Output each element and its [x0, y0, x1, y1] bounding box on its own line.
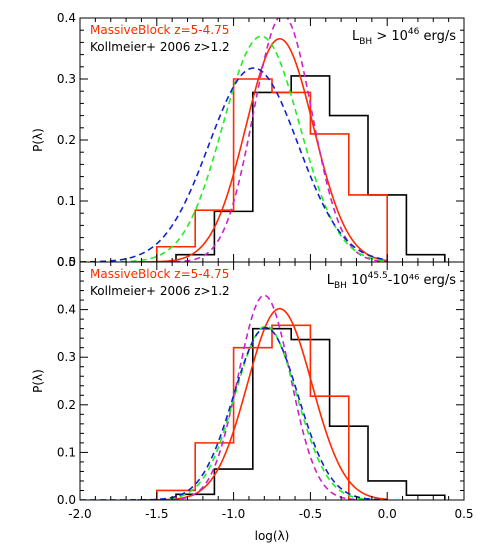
y-tick-label: 0.2 — [57, 398, 76, 412]
legend-entry: MassiveBlock z=5-4.75 — [90, 23, 229, 37]
y-axis-title: P(λ) — [31, 128, 45, 152]
y-tick-label: 0.3 — [57, 72, 76, 86]
x-tick-label: 0.0 — [378, 507, 397, 521]
x-tick-label: -2.0 — [68, 507, 91, 521]
y-tick-label: 0.2 — [57, 133, 76, 147]
x-tick-label: -1.0 — [222, 507, 245, 521]
panel-top: 0.00.10.20.30.4P(λ)MassiveBlock z=5-4.75… — [31, 11, 464, 269]
luminosity-annotation: LBH > 1046 erg/s — [352, 27, 456, 47]
y-tick-label: 0.3 — [57, 350, 76, 364]
y-tick-label: 0.1 — [57, 445, 76, 459]
histogram-massiveblock — [157, 79, 387, 262]
panel-bottom: -2.0 -1.5 -1.0 -0.5 0.0 0.5 0.0 0.1 0.2 0.3 0.4 0.5… — [31, 255, 474, 543]
legend-entry: Kollmeier+ 2006 z>1.2 — [90, 40, 230, 54]
y-tick-label: 0.5 — [57, 255, 76, 269]
x-tick-label: -1.5 — [145, 507, 168, 521]
x-tick-label: 0.5 — [454, 507, 473, 521]
y-tick-label: 0.0 — [57, 493, 76, 507]
y-tick-label: 0.4 — [57, 11, 76, 25]
luminosity-annotation: LBH 1045.5-10⁴⁶ erg/s — [327, 271, 456, 291]
y-tick-label: 0.4 — [57, 303, 76, 317]
legend-entry: MassiveBlock z=5-4.75 — [90, 267, 229, 281]
legend-entry: Kollmeier+ 2006 z>1.2 — [90, 284, 230, 298]
y-tick-label: 0.1 — [57, 194, 76, 208]
x-axis-title: log(λ) — [255, 529, 290, 543]
histogram-kollmeier — [138, 329, 445, 500]
curve-0 — [149, 39, 387, 262]
y-axis-title: P(λ) — [31, 369, 45, 393]
x-tick-label: -0.5 — [299, 507, 322, 521]
